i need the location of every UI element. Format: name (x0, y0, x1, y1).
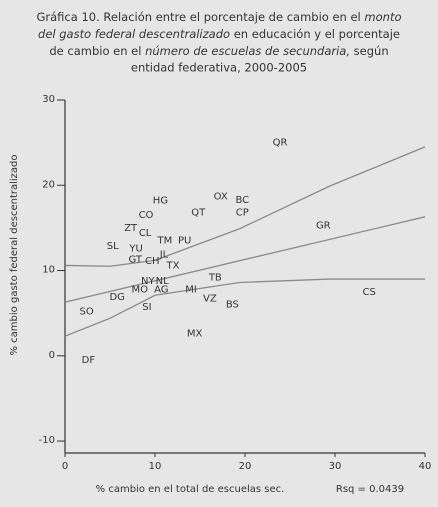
point-label: CL (139, 228, 152, 239)
point-label: VZ (203, 294, 217, 305)
point-label: DG (109, 292, 124, 303)
x-tick-label: 20 (239, 461, 252, 472)
y-tick-label: 10 (42, 265, 55, 276)
point-label: TM (157, 236, 173, 247)
title-text: de cambio en el (49, 44, 145, 58)
point-label: BC (235, 195, 249, 206)
point-label: CO (139, 210, 154, 221)
point-label: CS (363, 287, 376, 298)
title-text: en educación y el porcentaje (230, 27, 400, 41)
y-tick-label: -10 (39, 435, 55, 446)
fit-line (64, 216, 426, 303)
x-tick-label: 30 (329, 461, 342, 472)
point-label: ZT (124, 223, 138, 234)
fit-line (64, 146, 426, 267)
x-tick-label: 40 (419, 461, 432, 472)
title-text: monto (364, 10, 401, 24)
title-text: según (350, 44, 389, 58)
point-label: QT (191, 208, 206, 219)
title-text: Gráfica 10. Relación entre el porcentaje… (37, 10, 365, 24)
point-label: MX (187, 329, 203, 340)
y-tick-label: 30 (42, 94, 55, 105)
x-tick-label: 10 (149, 461, 162, 472)
point-label: BS (226, 300, 239, 311)
point-label: AG (154, 284, 168, 295)
title-line: del gasto federal descentralizado en edu… (38, 27, 400, 41)
title-text: entidad federativa, 2000-2005 (131, 61, 307, 75)
point-label: SL (107, 241, 119, 252)
point-label: MI (185, 284, 197, 295)
point-label: HG (153, 196, 168, 207)
point-label: TX (166, 260, 180, 271)
point-label: MO (131, 284, 148, 295)
point-label: CH (145, 256, 160, 267)
point-label: PU (178, 236, 191, 247)
title-text: del gasto federal descentralizado (38, 27, 230, 41)
annotation: Rsq = 0.0439 (336, 484, 404, 495)
x-axis-label: % cambio en el total de escuelas sec. (96, 484, 285, 495)
point-label: DF (82, 355, 96, 366)
point-label: JL (159, 249, 169, 260)
title-text: número de escuelas de secundaria, (145, 44, 350, 58)
point-label: NL (156, 276, 169, 287)
point-label: GT (128, 254, 142, 265)
y-tick-label: 20 (42, 179, 55, 190)
fit-line (64, 278, 425, 337)
y-axis-label: % cambio gasto federal descentralizado (9, 154, 20, 355)
point-label: SI (142, 302, 151, 313)
x-tick-label: 0 (62, 461, 68, 472)
point-label: CP (236, 208, 249, 219)
y-tick-label: 0 (49, 350, 55, 361)
point-label: YU (128, 243, 142, 254)
title-line: de cambio en el número de escuelas de se… (49, 44, 388, 58)
point-label: QR (273, 138, 288, 149)
point-label: GR (316, 220, 331, 231)
point-label: OX (214, 191, 228, 202)
point-label: SO (79, 306, 93, 317)
title-line: Gráfica 10. Relación entre el porcentaje… (37, 10, 402, 24)
point-label: TB (208, 272, 222, 283)
point-label: NY (141, 276, 155, 287)
